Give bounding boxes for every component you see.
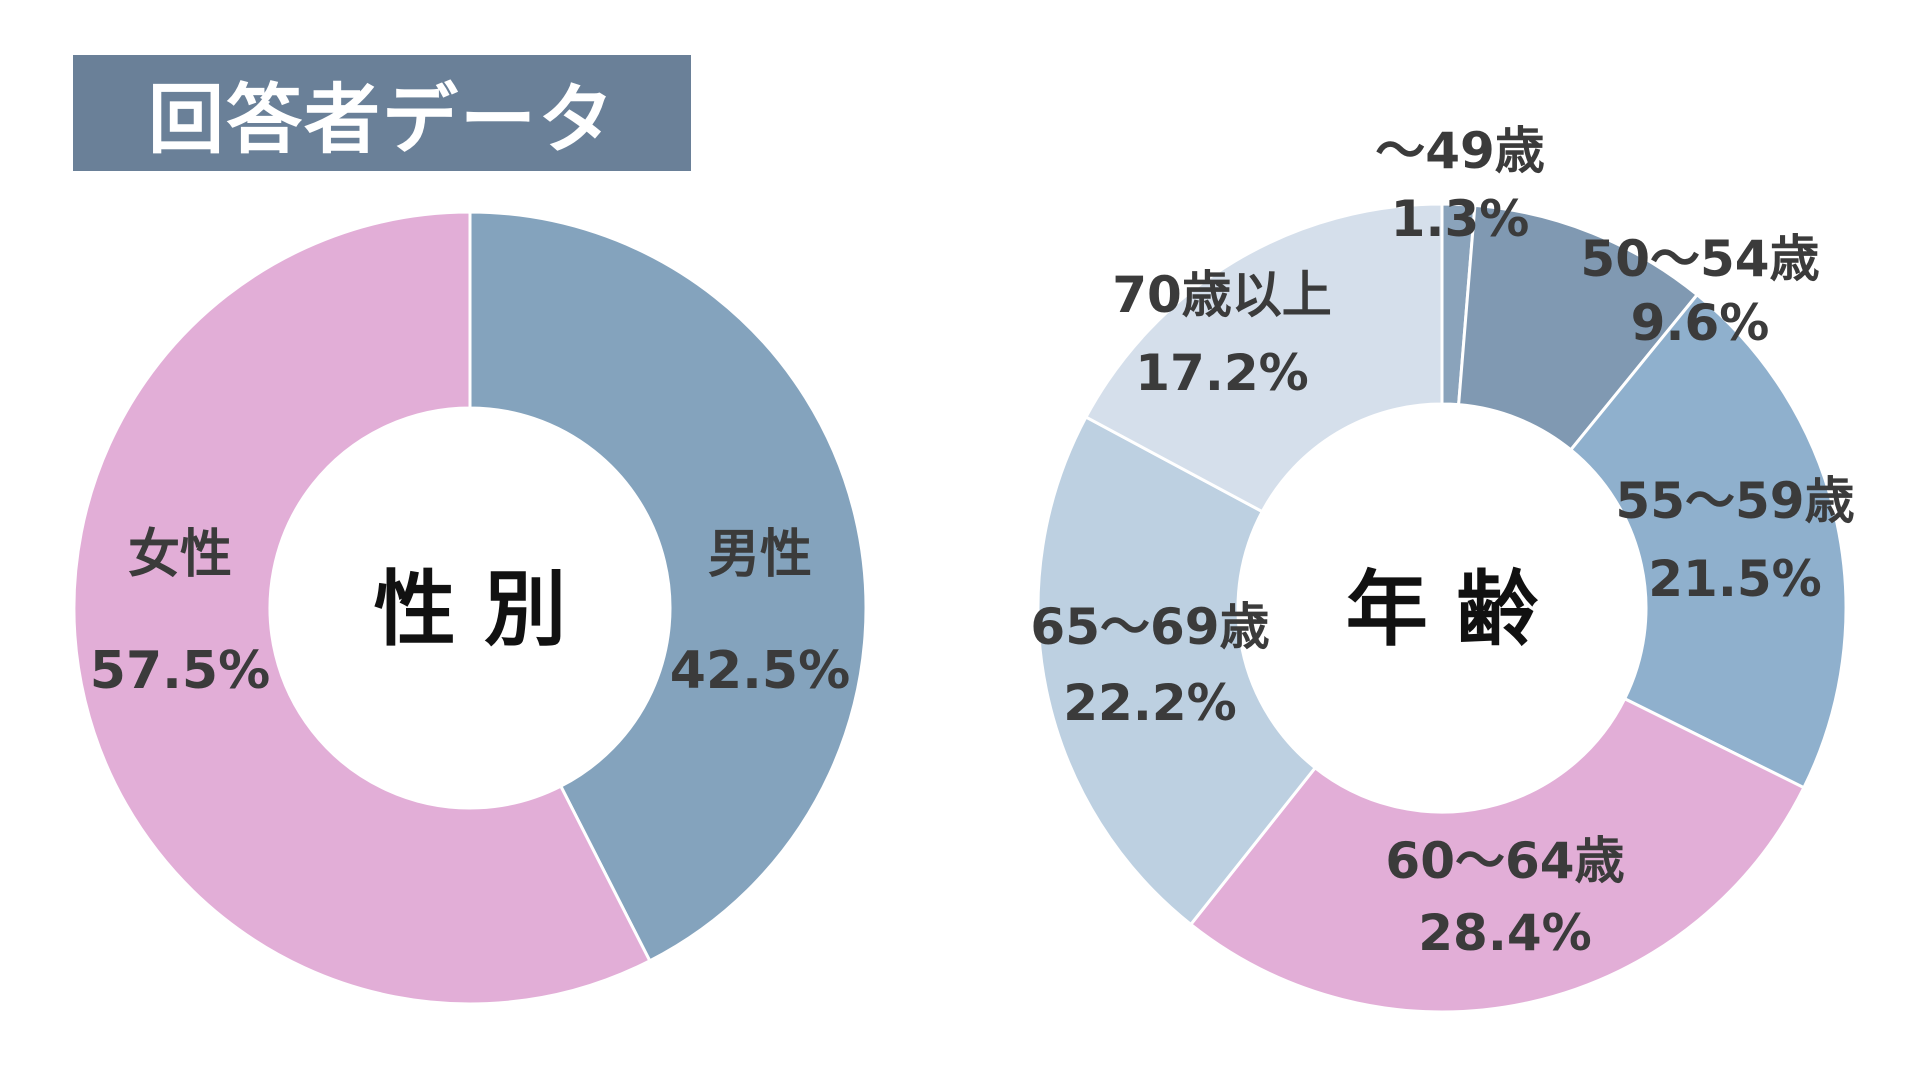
- age-donut-chart: 年 齢 ～49歳 1.3% 50～54歳 9.6% 55～59歳 21.5% 60～64歳 28…: [1030, 122, 1855, 1014]
- slice-category-label: 65～69歳: [1030, 598, 1269, 656]
- slice-percent-label: 9.6%: [1631, 294, 1770, 352]
- slice-category-label: 50～54歳: [1580, 230, 1819, 288]
- page-title-banner: 回答者データ: [73, 55, 691, 171]
- gender-donut-chart: 性 別 男性 42.5% 女性 57.5%: [72, 210, 868, 1006]
- donut-center-label: 性 別: [374, 563, 567, 658]
- slice-percent-label: 17.2%: [1135, 344, 1308, 402]
- page-title: 回答者データ: [148, 75, 616, 164]
- slice-category-label: 70歳以上: [1112, 266, 1332, 324]
- slice-percent-label: 42.5%: [670, 641, 850, 701]
- slice-category-label: 女性: [128, 525, 232, 585]
- slice-category-label: 男性: [708, 525, 812, 585]
- donut-center-label: 年 齢: [1346, 563, 1539, 658]
- slice-percent-label: 57.5%: [90, 641, 270, 701]
- slice-percent-label: 28.4%: [1418, 904, 1591, 962]
- slice-percent-label: 22.2%: [1063, 674, 1236, 732]
- donut-slice-1-2: [1568, 292, 1848, 790]
- donut-slice-1-4: [1036, 415, 1318, 927]
- slice-category-label: ～49歳: [1375, 122, 1545, 180]
- donut-slice-0-1: [72, 210, 652, 1006]
- donut-slice-0-0: [468, 210, 868, 963]
- donut-slice-1-3: [1188, 696, 1806, 1014]
- donut-slice-1-5: [1083, 202, 1444, 514]
- slice-percent-label: 1.3%: [1391, 190, 1530, 248]
- slice-category-label: 60～64歳: [1385, 832, 1624, 890]
- slice-percent-label: 21.5%: [1648, 550, 1821, 608]
- slice-category-label: 55～59歳: [1615, 472, 1854, 530]
